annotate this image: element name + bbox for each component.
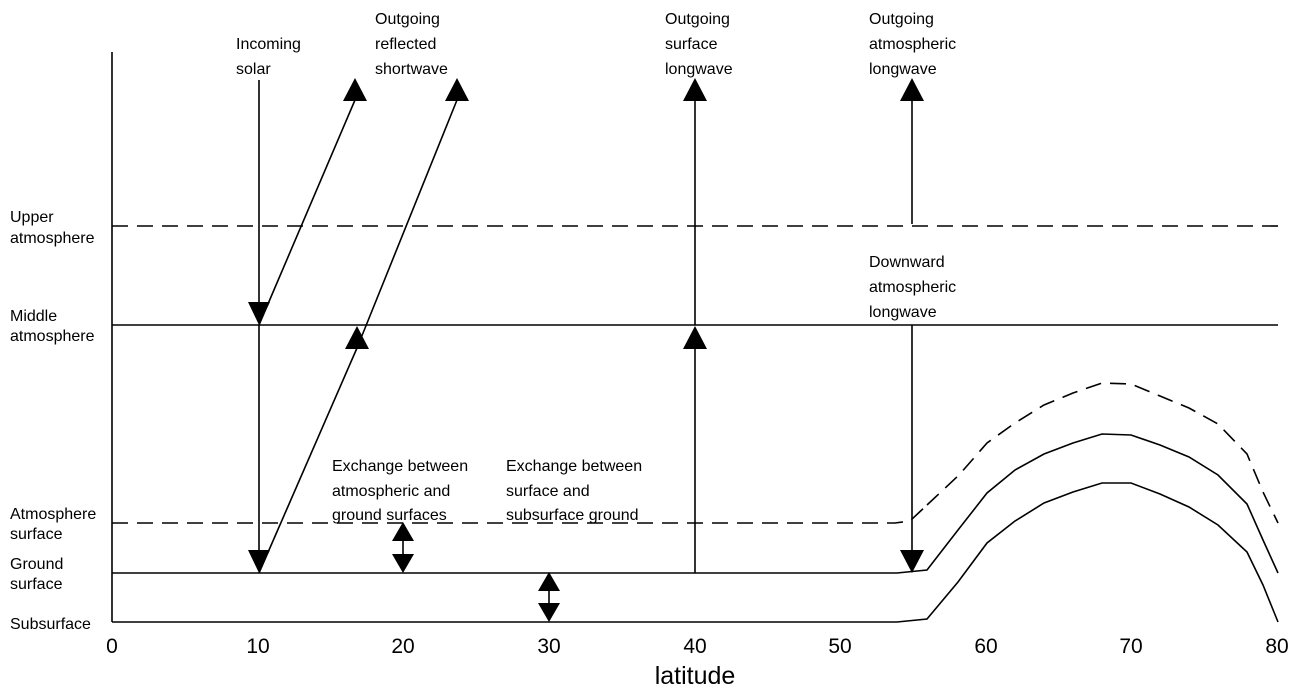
x-tick-label: 10 [246, 635, 269, 658]
exchange-surface-subsurface-label-1: Exchange between [506, 458, 642, 475]
incoming-solar-arrowhead-upper [248, 302, 270, 325]
reflected-label-3: shortwave [375, 61, 448, 78]
mountain-subsurface [896, 482, 1279, 623]
subsurface-label: Subsurface [10, 616, 91, 633]
reflected-arrowhead-atmosphere [343, 78, 367, 101]
x-tick-label: 20 [391, 635, 414, 658]
surface-longwave-arrowhead-upper [683, 78, 707, 101]
atmospheric-longwave-label-3: longwave [869, 61, 937, 78]
atmosphere-surface-label-2: surface [10, 526, 63, 543]
exchange-surface-subsurface-arrowhead-down [538, 603, 560, 622]
ground-surface-label-1: Ground [10, 556, 63, 573]
incoming-solar-label-1: Incoming [236, 36, 301, 53]
middle-atmosphere-label-1: Middle [10, 308, 57, 325]
x-axis-title: latitude [655, 662, 736, 689]
reflected-arrow-surface-lower [258, 347, 358, 574]
reflected-arrow-surface-upper [356, 99, 458, 349]
downward-longwave-arrowhead [900, 550, 924, 573]
x-tick-label: 70 [1119, 635, 1142, 658]
downward-longwave-label-1: Downward [869, 254, 945, 271]
exchange-surface-subsurface-label-3: subsurface ground [506, 507, 639, 524]
mountain-atmosphere-surface [926, 382, 1279, 524]
downward-longwave-label-2: atmospheric [869, 279, 956, 296]
x-tick-label: 0 [106, 635, 118, 658]
atmospheric-longwave-label-1: Outgoing [869, 11, 934, 28]
incoming-solar-arrowhead-lower [248, 550, 270, 573]
atmosphere-surface-line [112, 504, 928, 524]
reflected-arrowhead-surface-upper [445, 78, 469, 101]
x-tick-label: 40 [683, 635, 706, 658]
reflected-label-2: reflected [375, 36, 436, 53]
middle-atmosphere-label-2: atmosphere [10, 328, 95, 345]
x-tick-label: 80 [1265, 635, 1288, 658]
upper-atmosphere-label-1: Upper [10, 209, 54, 226]
exchange-atmos-ground-label-1: Exchange between [332, 458, 468, 475]
atmospheric-longwave-label-2: atmospheric [869, 36, 956, 53]
exchange-atmos-ground-label-3: ground surfaces [332, 507, 447, 524]
exchange-surface-subsurface-label-2: surface and [506, 483, 590, 500]
surface-longwave-label-1: Outgoing [665, 11, 730, 28]
surface-longwave-label-3: longwave [665, 61, 733, 78]
x-tick-label: 60 [974, 635, 997, 658]
mountain-ground-surface [896, 433, 1279, 574]
surface-longwave-label-2: surface [665, 36, 718, 53]
exchange-surface-subsurface-arrowhead-up [538, 572, 560, 591]
exchange-atmos-ground-arrowhead-up [392, 522, 414, 541]
incoming-solar-label-2: solar [236, 61, 271, 78]
atmosphere-surface-label-1: Atmosphere [10, 506, 96, 523]
atmospheric-longwave-arrowhead [900, 78, 924, 101]
downward-longwave-label-3: longwave [869, 304, 937, 321]
exchange-atmos-ground-arrowhead-down [392, 554, 414, 573]
x-tick-label: 30 [537, 635, 560, 658]
x-tick-label: 50 [828, 635, 851, 658]
upper-atmosphere-label-2: atmosphere [10, 230, 95, 247]
ground-surface-label-2: surface [10, 576, 63, 593]
exchange-atmos-ground-label-2: atmospheric and [332, 483, 450, 500]
surface-longwave-arrowhead-lower [683, 326, 707, 349]
reflected-label-1: Outgoing [375, 11, 440, 28]
reflected-arrowhead-surface-lower [345, 326, 369, 349]
reflected-arrow-atmosphere [258, 99, 356, 326]
